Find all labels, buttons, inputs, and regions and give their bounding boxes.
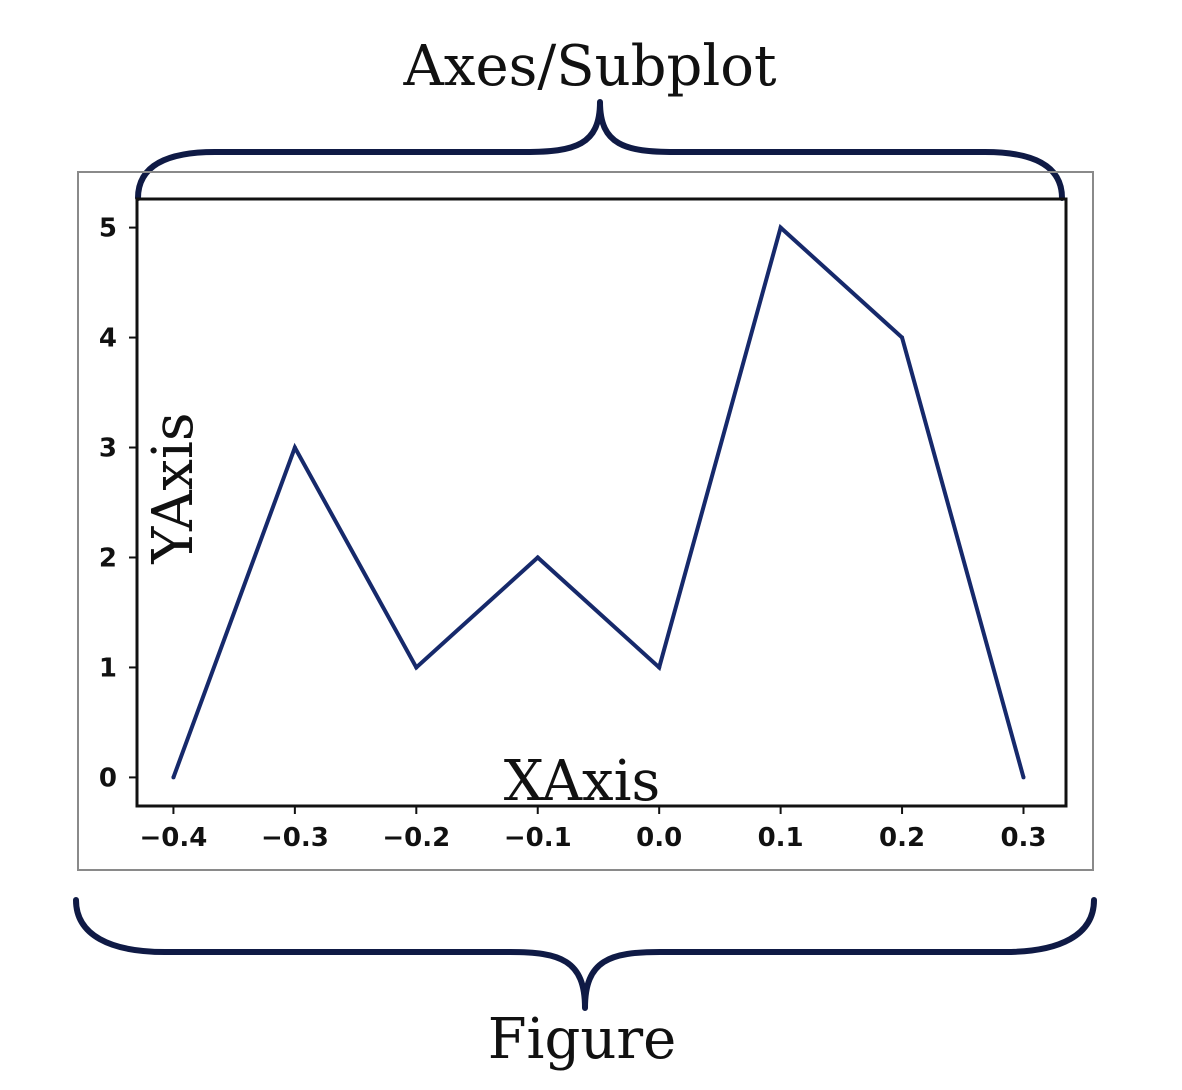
data-point — [292, 445, 297, 450]
axes-frame — [135, 197, 1068, 808]
x-tick-label: 0.2 — [879, 823, 925, 853]
y-axis-label: YAxis — [141, 412, 206, 564]
x-tick-label: −0.2 — [382, 823, 450, 853]
x-tick-label: 0.1 — [758, 823, 804, 853]
figure-brace — [73, 897, 1097, 1011]
axes-subplot-label: Axes/Subplot — [402, 34, 777, 99]
data-point — [535, 555, 540, 560]
data-point — [414, 665, 419, 670]
x-tick-label: −0.1 — [504, 823, 572, 853]
x-tick-label: −0.4 — [140, 823, 208, 853]
y-tick-label: 3 — [99, 434, 117, 464]
y-tick-label: 5 — [99, 214, 117, 244]
y-tick-label: 0 — [99, 763, 117, 793]
data-point — [900, 335, 905, 340]
data-point — [1021, 775, 1026, 780]
figure-border — [77, 171, 1094, 871]
data-point — [778, 225, 783, 230]
x-tick-label: 0.3 — [1000, 823, 1046, 853]
y-axis-ticks: 0 1 2 3 4 5 — [99, 214, 137, 793]
data-point — [657, 665, 662, 670]
data-point — [171, 775, 176, 780]
figure-label: Figure — [488, 1007, 677, 1072]
x-tick-label: −0.3 — [261, 823, 329, 853]
y-tick-label: 1 — [99, 653, 117, 683]
axes-brace — [135, 99, 1065, 201]
series-line — [171, 223, 1026, 779]
y-tick-label: 4 — [99, 324, 117, 354]
plot-series — [171, 223, 1026, 780]
x-axis-ticks: −0.4 −0.3 −0.2 −0.1 0.0 0.1 0.2 0.3 — [140, 806, 1047, 853]
x-tick-label: 0.0 — [636, 823, 682, 853]
y-tick-label: 2 — [99, 543, 117, 573]
x-axis-label: XAxis — [504, 749, 661, 814]
